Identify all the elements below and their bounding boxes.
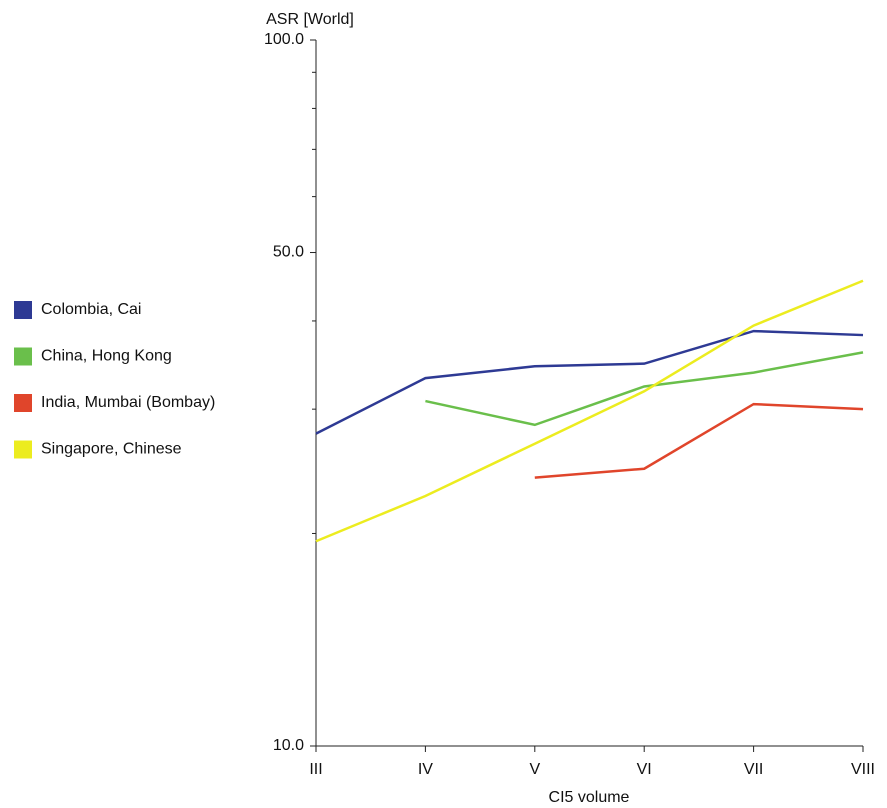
x-tick-label: VIII <box>851 761 875 778</box>
y-tick-label: 100.0 <box>264 31 304 48</box>
legend-label: Singapore, Chinese <box>41 441 182 458</box>
legend-swatch <box>14 347 32 366</box>
series-line <box>425 351 864 427</box>
legend-label: Colombia, Cai <box>41 301 141 318</box>
legend-label: China, Hong Kong <box>41 348 172 365</box>
y-tick-label: 10.0 <box>273 737 304 754</box>
series-line <box>315 329 864 435</box>
x-tick-label: V <box>529 761 540 778</box>
y-tick-label: 50.0 <box>273 244 304 261</box>
x-tick-label: VI <box>637 761 652 778</box>
x-tick-label: III <box>309 761 322 778</box>
legend-label: India, Mumbai (Bombay) <box>41 394 215 411</box>
series-line <box>315 279 864 543</box>
legend-swatch <box>14 394 32 412</box>
x-tick-label: VII <box>744 761 764 778</box>
y-axis-label: ASR [World] <box>266 11 354 28</box>
legend-swatch <box>14 440 32 459</box>
series-line <box>534 402 864 479</box>
x-tick-label: IV <box>418 761 433 778</box>
x-axis-label: CI5 volume <box>549 789 630 806</box>
legend-swatch <box>14 301 32 319</box>
